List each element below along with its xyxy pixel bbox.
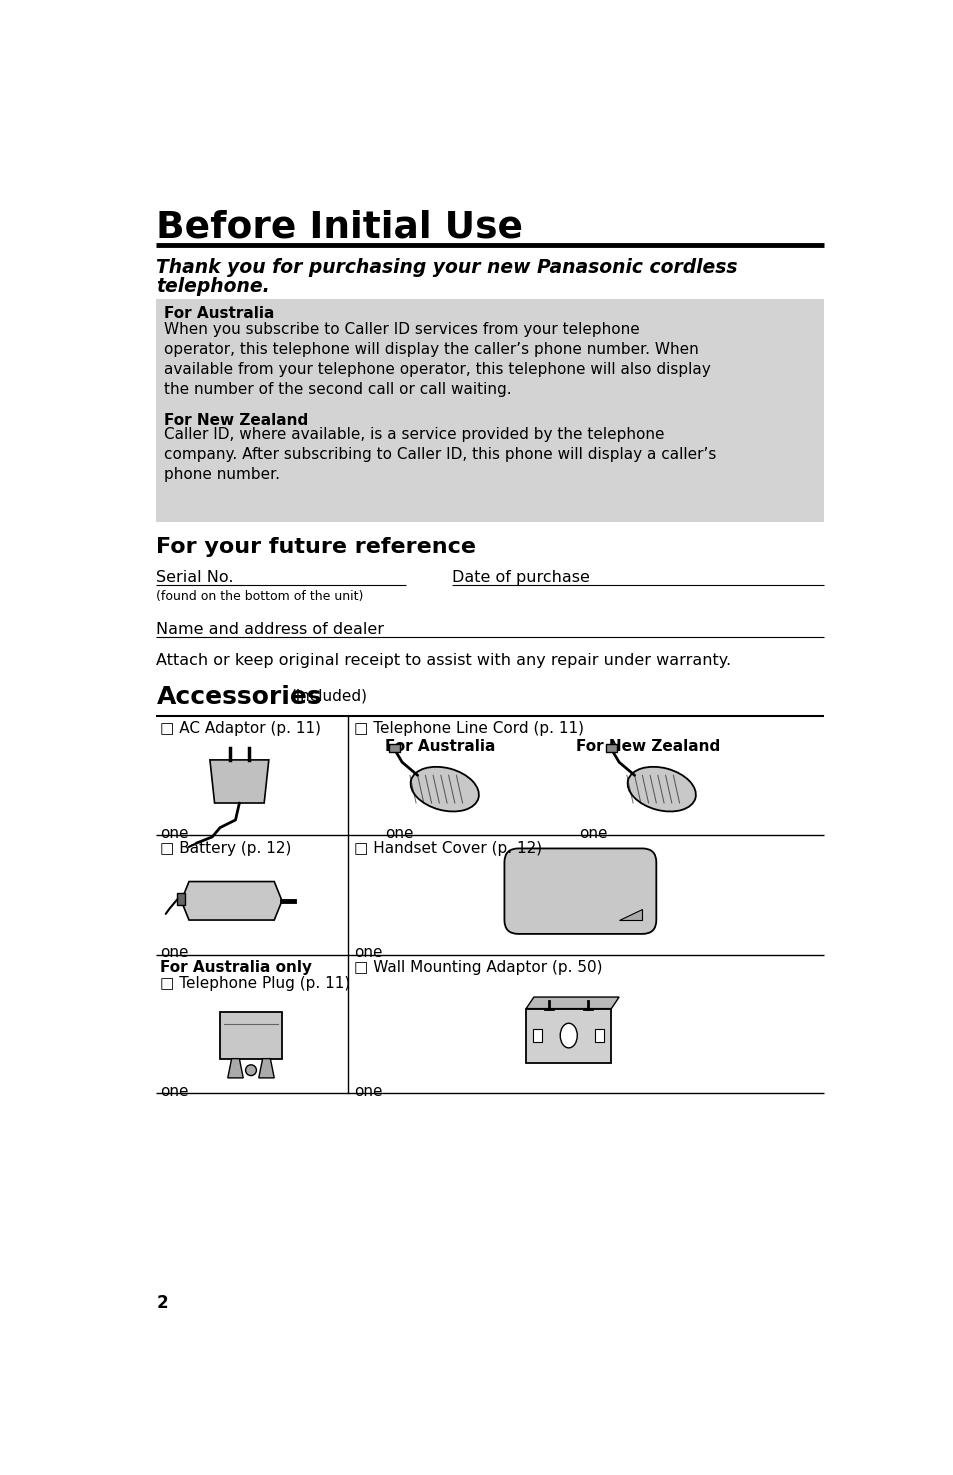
FancyBboxPatch shape	[595, 1028, 604, 1043]
Text: For New Zealand: For New Zealand	[576, 739, 720, 754]
Text: one: one	[160, 826, 189, 841]
Text: Before Initial Use: Before Initial Use	[156, 209, 523, 245]
Text: one: one	[160, 945, 189, 960]
Polygon shape	[258, 1059, 274, 1078]
Text: For your future reference: For your future reference	[156, 537, 476, 558]
Text: telephone.: telephone.	[156, 277, 270, 296]
Text: Accessories: Accessories	[156, 686, 322, 709]
Text: □ Telephone Plug (p. 11): □ Telephone Plug (p. 11)	[160, 976, 350, 991]
Text: Serial No.: Serial No.	[156, 569, 233, 584]
Polygon shape	[220, 1012, 282, 1059]
Polygon shape	[177, 892, 185, 904]
Text: Thank you for purchasing your new Panasonic cordless: Thank you for purchasing your new Panaso…	[156, 258, 738, 277]
Text: □ Battery (p. 12): □ Battery (p. 12)	[160, 841, 292, 855]
Text: one: one	[160, 1084, 189, 1099]
Polygon shape	[228, 1059, 243, 1078]
Ellipse shape	[410, 767, 478, 811]
Text: Name and address of dealer: Name and address of dealer	[156, 622, 384, 637]
Polygon shape	[181, 882, 282, 920]
Text: Caller ID, where available, is a service provided by the telephone
company. Afte: Caller ID, where available, is a service…	[164, 428, 716, 482]
Text: □ Handset Cover (p. 12): □ Handset Cover (p. 12)	[354, 841, 541, 855]
Text: For Australia only: For Australia only	[160, 960, 312, 975]
Polygon shape	[605, 745, 617, 752]
Ellipse shape	[627, 767, 695, 811]
Text: one: one	[354, 945, 382, 960]
Text: one: one	[578, 826, 607, 841]
Text: one: one	[385, 826, 414, 841]
Text: □ Telephone Line Cord (p. 11): □ Telephone Line Cord (p. 11)	[354, 721, 583, 736]
Text: 2: 2	[156, 1294, 168, 1311]
Text: When you subscribe to Caller ID services from your telephone
operator, this tele: When you subscribe to Caller ID services…	[164, 322, 710, 397]
Polygon shape	[389, 745, 399, 752]
Polygon shape	[618, 909, 641, 920]
Ellipse shape	[559, 1024, 577, 1047]
Text: (found on the bottom of the unit): (found on the bottom of the unit)	[156, 590, 363, 603]
Polygon shape	[525, 1009, 611, 1062]
Text: (included): (included)	[291, 689, 367, 704]
Text: Attach or keep original receipt to assist with any repair under warranty.: Attach or keep original receipt to assis…	[156, 653, 731, 668]
Text: Date of purchase: Date of purchase	[452, 569, 590, 584]
Text: one: one	[354, 1084, 382, 1099]
Text: □ Wall Mounting Adaptor (p. 50): □ Wall Mounting Adaptor (p. 50)	[354, 960, 602, 975]
Circle shape	[245, 1065, 256, 1075]
FancyBboxPatch shape	[156, 298, 823, 522]
Text: For New Zealand: For New Zealand	[164, 413, 308, 428]
FancyBboxPatch shape	[504, 848, 656, 934]
Text: □ AC Adaptor (p. 11): □ AC Adaptor (p. 11)	[160, 721, 321, 736]
Polygon shape	[210, 760, 269, 802]
FancyBboxPatch shape	[533, 1028, 542, 1043]
Text: For Australia: For Australia	[164, 307, 274, 322]
Polygon shape	[525, 997, 618, 1009]
Text: For Australia: For Australia	[385, 739, 495, 754]
